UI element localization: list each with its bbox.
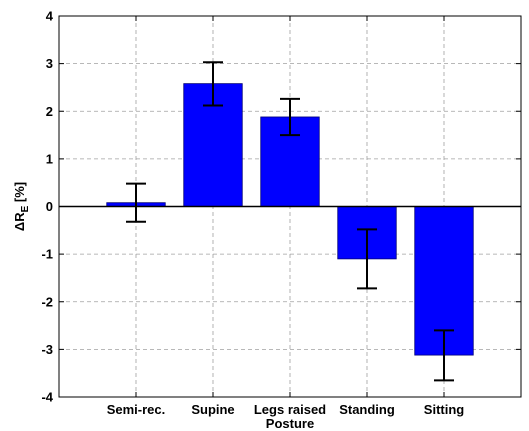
x-tick-label: Legs raised xyxy=(254,402,326,417)
y-axis-label-main: ΔR xyxy=(12,212,27,231)
x-tick-label: Standing xyxy=(339,402,395,417)
error-bar xyxy=(203,61,223,107)
y-tick-label: 0 xyxy=(46,199,53,214)
error-bar xyxy=(434,329,454,382)
y-axis-label-unit: [%] xyxy=(12,182,27,206)
error-bar xyxy=(126,182,146,223)
error-bar xyxy=(280,97,300,137)
error-bars xyxy=(126,61,454,382)
error-bar xyxy=(357,228,377,290)
y-tick-label: 4 xyxy=(46,9,54,24)
y-tick-label: 2 xyxy=(46,104,53,119)
y-tick-label: 3 xyxy=(46,56,53,71)
x-tick-label: Sitting xyxy=(424,402,464,417)
y-tick-label: -3 xyxy=(41,342,53,357)
y-tick-label: -4 xyxy=(41,390,53,405)
y-ticks: -4 -3 -2 -1 0 1 2 3 4 xyxy=(41,9,521,405)
x-axis-label: Posture xyxy=(266,416,314,431)
x-tick-label: Semi-rec. xyxy=(107,402,166,417)
y-tick-label: -2 xyxy=(41,294,53,309)
y-tick-label: -1 xyxy=(41,247,53,262)
y-axis-label-sub: E xyxy=(20,205,31,212)
x-ticks: Semi-rec. Supine Legs raised Standing Sittin… xyxy=(107,16,464,417)
x-tick-label: Supine xyxy=(191,402,234,417)
y-axis-label: ΔRE [%] xyxy=(12,182,31,231)
y-tick-label: 1 xyxy=(46,151,53,166)
